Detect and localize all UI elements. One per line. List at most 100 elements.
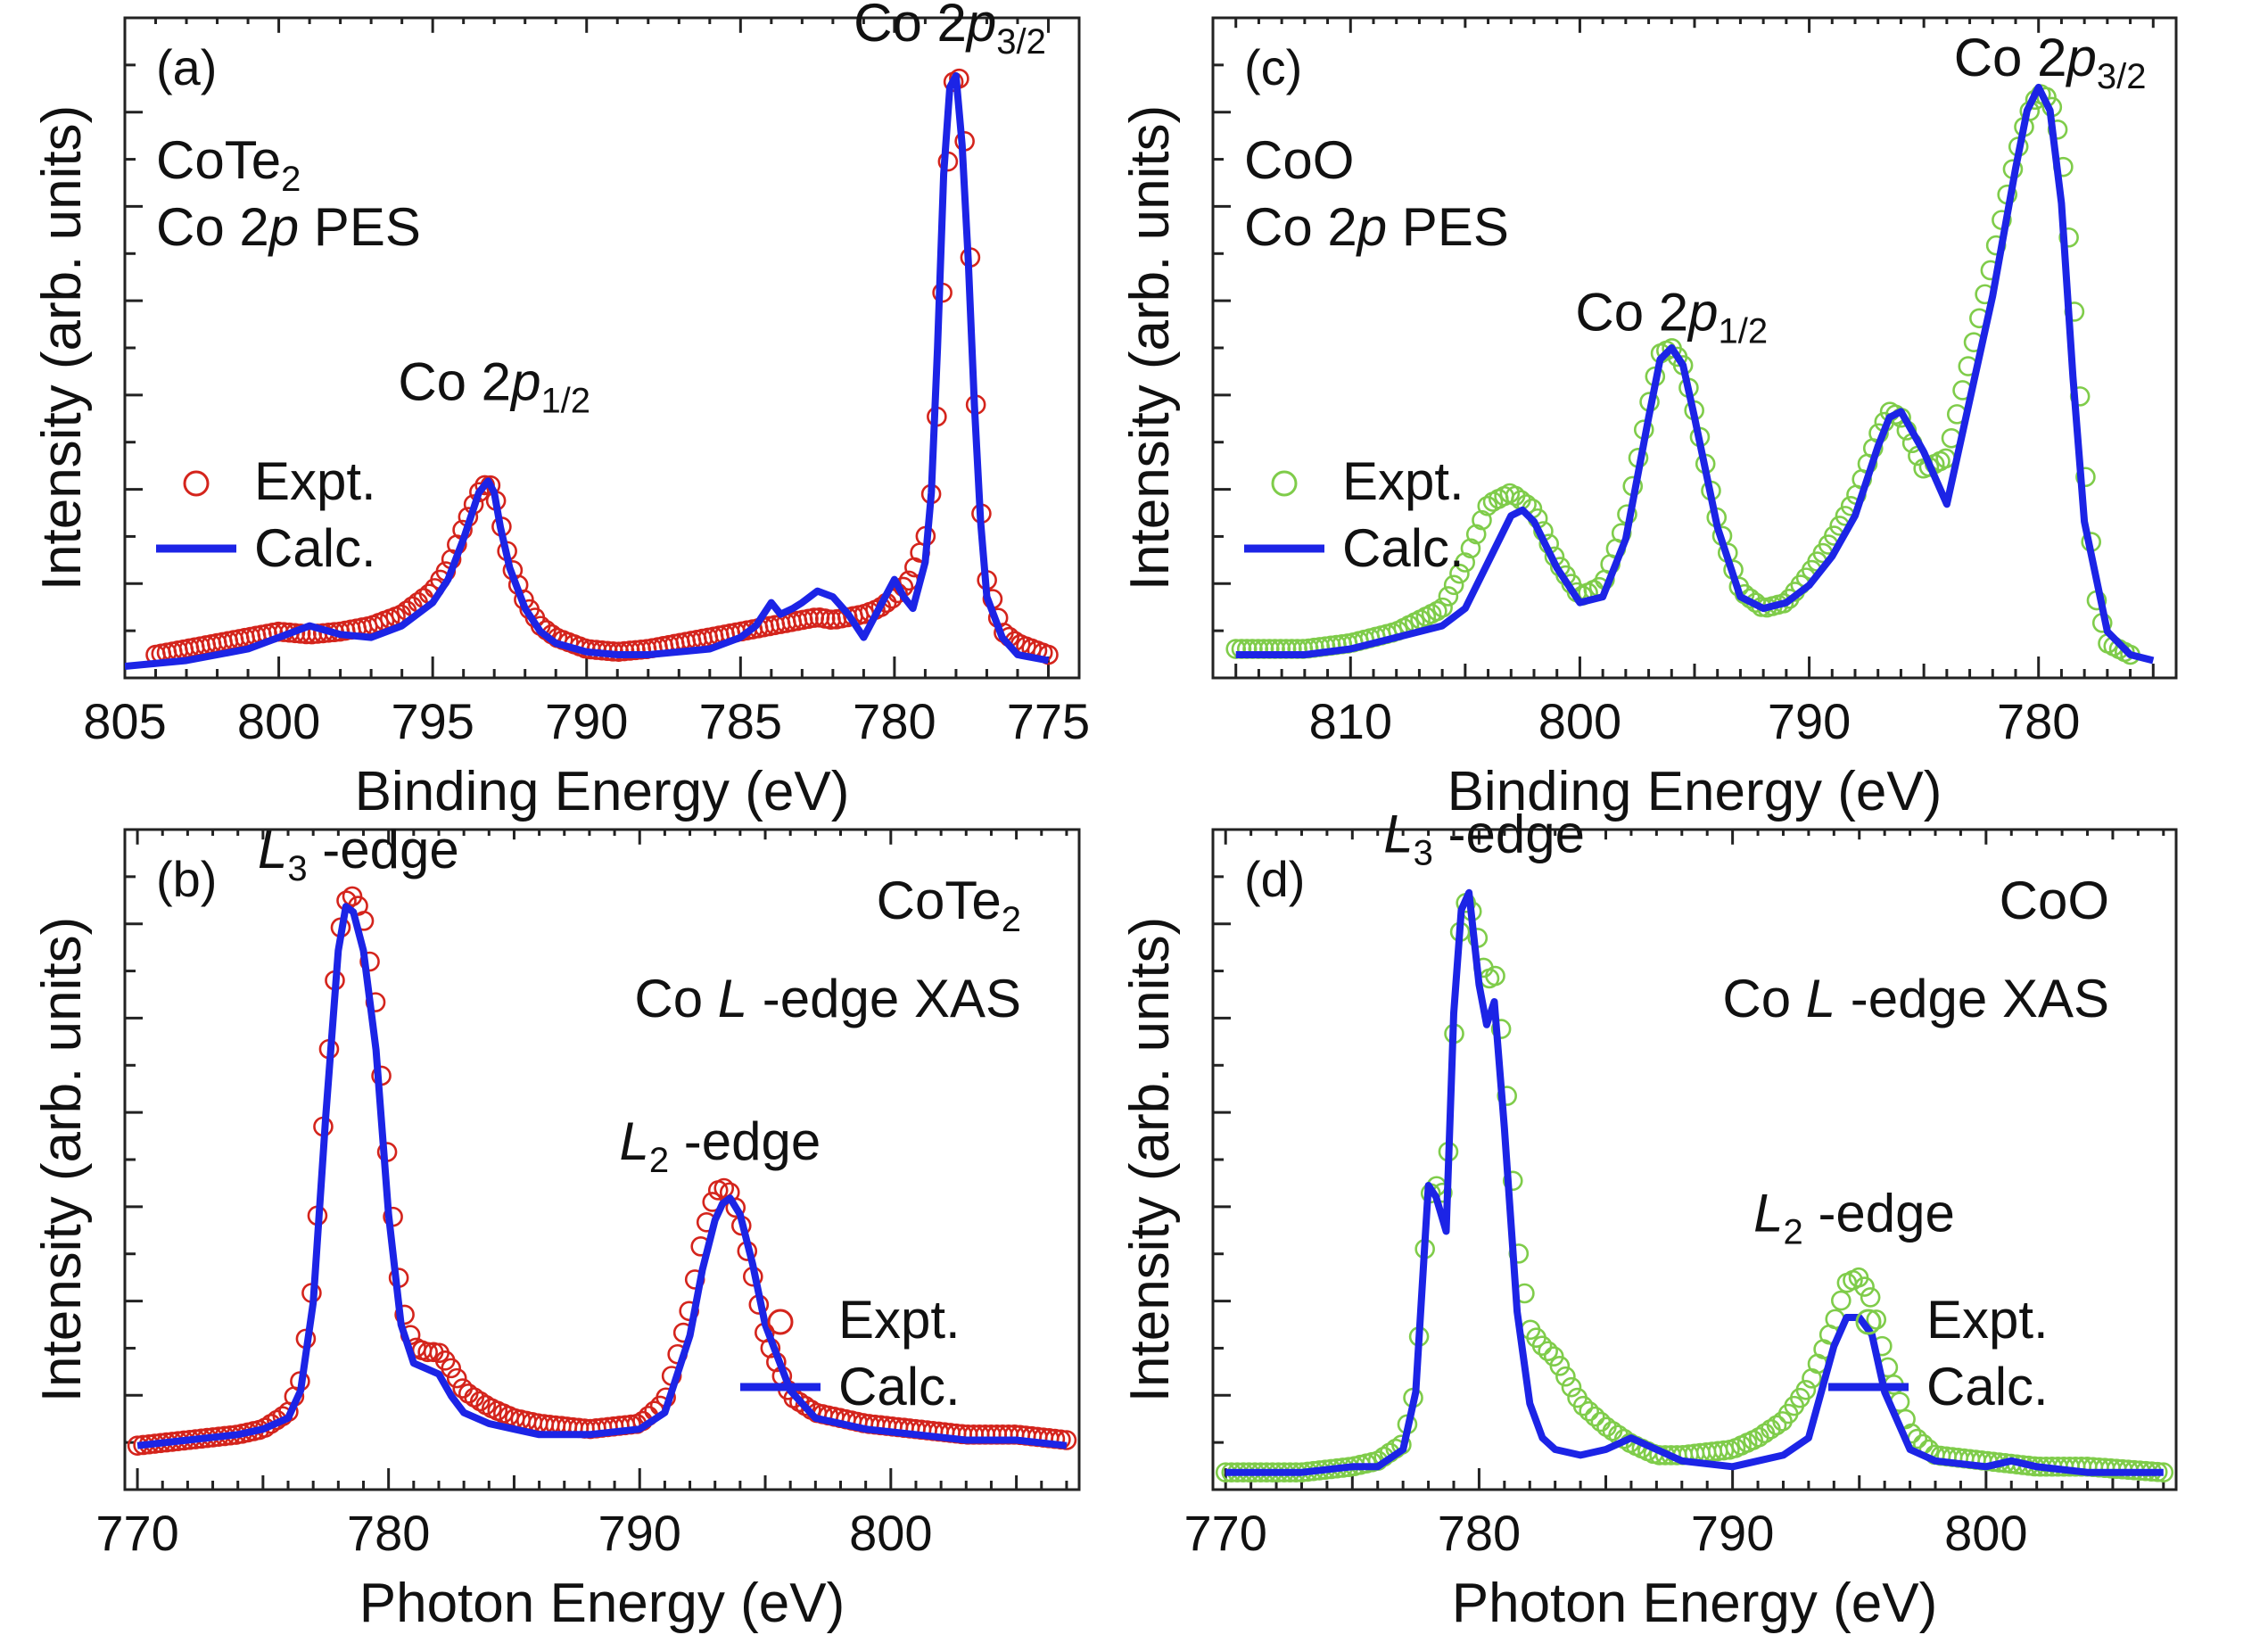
- x-tick-label: 785: [699, 693, 782, 749]
- panel-label: (d): [1244, 851, 1305, 907]
- legend-expt-marker: [183, 470, 210, 497]
- expt-marker: [1482, 491, 1504, 512]
- expt-marker: [417, 1342, 438, 1363]
- expt-marker: [1465, 524, 1487, 545]
- expt-marker: [1490, 1019, 1512, 1039]
- material-label: CoO: [1244, 130, 1354, 190]
- expt-marker: [1555, 1366, 1576, 1387]
- material-label: CoTe2: [156, 130, 301, 199]
- legend-expt-marker: [1271, 470, 1298, 497]
- calc-line: [1225, 888, 2164, 1476]
- x-tick-label: 800: [849, 1505, 932, 1561]
- peak-annotation-l3: L3 -edge: [258, 820, 459, 888]
- y-axis-label: Intensity (arb. units): [31, 917, 93, 1402]
- expt-marker: [446, 1367, 467, 1389]
- x-tick-label: 780: [1438, 1505, 1521, 1561]
- legend: Expt. Calc.: [1828, 1290, 2049, 1416]
- x-tick-label: 810: [1309, 693, 1392, 749]
- expt-marker: [1472, 509, 1492, 531]
- series-group: [1225, 83, 2155, 665]
- x-tick-label: 800: [1538, 693, 1621, 749]
- legend: Expt. Calc.: [1244, 451, 1464, 578]
- x-tick-label: 795: [391, 693, 474, 749]
- x-tick-label: 780: [1997, 693, 2080, 749]
- x-tick-label: 775: [1007, 693, 1090, 749]
- expt-marker: [713, 1177, 735, 1199]
- spectrum-label: Co L -edge XAS: [634, 969, 1021, 1028]
- material-label: CoO: [2000, 871, 2109, 930]
- expt-marker: [1502, 1170, 1523, 1192]
- expt-marker: [1866, 1309, 1887, 1330]
- x-tick-label: 790: [545, 693, 628, 749]
- legend-calc-label: Calc.: [1926, 1357, 2049, 1416]
- legend-calc-label: Calc.: [1342, 518, 1464, 578]
- legend: Expt. Calc.: [740, 1290, 961, 1416]
- expt-marker: [1795, 1379, 1817, 1400]
- expt-marker: [1579, 1400, 1599, 1422]
- peak-annotation-p32: Co 2p3/2: [1954, 28, 2147, 96]
- expt-marker: [1485, 965, 1505, 987]
- calc-line: [125, 71, 1050, 670]
- legend: Expt. Calc.: [156, 451, 376, 578]
- expt-marker: [1477, 495, 1498, 516]
- expt-marker: [1766, 1415, 1787, 1436]
- spectrum-label: Co L -edge XAS: [1722, 969, 2109, 1028]
- expt-marker: [1443, 574, 1464, 596]
- expt-marker: [1497, 1086, 1517, 1106]
- spectrum-label: Co 2p PES: [1244, 197, 1509, 257]
- expt-marker: [441, 1358, 462, 1379]
- calc-line: [1235, 83, 2155, 665]
- y-axis-label: Intensity (arb. units): [1119, 917, 1181, 1402]
- expt-marker: [1572, 1395, 1594, 1416]
- expt-marker: [1449, 563, 1470, 584]
- x-axis-label: Binding Energy (eV): [1447, 761, 1942, 822]
- expt-marker: [1584, 1406, 1605, 1427]
- panel-a: 805 800 795 790 785 780 775 Binding Energy (eV)…: [31, 0, 1090, 822]
- panel-label: (b): [156, 851, 217, 907]
- expt-marker: [1860, 1287, 1881, 1308]
- x-tick-label: 780: [853, 693, 936, 749]
- legend-expt-label: Expt.: [254, 451, 376, 511]
- expt-marker: [359, 951, 380, 972]
- x-tick-label: 770: [1183, 1505, 1266, 1561]
- x-tick-label: 780: [347, 1505, 430, 1561]
- peak-annotation-l3: L3 -edge: [1383, 805, 1585, 873]
- series-group: [127, 886, 1077, 1456]
- expt-marker: [795, 1395, 816, 1416]
- expt-marker: [1460, 538, 1481, 559]
- peak-annotation-p32: Co 2p3/2: [854, 0, 1046, 62]
- calc-line: [136, 903, 1068, 1449]
- peak-annotation-p12: Co 2p1/2: [1575, 283, 1768, 351]
- expt-marker: [1455, 552, 1475, 573]
- legend-expt-label: Expt.: [1342, 451, 1464, 511]
- x-axis-label: Photon Energy (eV): [359, 1573, 845, 1634]
- y-axis-label: Intensity (arb. units): [1119, 105, 1181, 590]
- expt-marker: [2047, 119, 2068, 140]
- material-label: CoTe2: [877, 871, 1021, 939]
- x-axis-label: Binding Energy (eV): [355, 761, 850, 822]
- x-tick-label: 790: [1768, 693, 1851, 749]
- spectrum-label: Co 2p PES: [156, 197, 421, 257]
- peak-annotation-l2: L2 -edge: [1753, 1183, 1955, 1251]
- expt-marker: [1538, 1341, 1558, 1362]
- expt-marker: [1549, 1356, 1571, 1376]
- legend-expt-marker: [1855, 1309, 1882, 1335]
- series-group: [125, 68, 1059, 670]
- legend-expt-label: Expt.: [1926, 1290, 2049, 1350]
- expt-marker: [1831, 1290, 1852, 1311]
- expt-marker: [1854, 1276, 1875, 1297]
- expt-marker: [943, 71, 964, 93]
- series-group: [1215, 888, 2174, 1482]
- legend-calc-label: Calc.: [254, 518, 376, 578]
- expt-marker: [469, 1391, 491, 1412]
- peak-annotation-l2: L2 -edge: [619, 1111, 821, 1180]
- expt-marker: [1056, 1430, 1077, 1450]
- expt-marker: [1561, 1376, 1582, 1398]
- panel-label: (c): [1244, 39, 1302, 95]
- x-tick-label: 800: [1944, 1505, 2027, 1561]
- plot-frame: [1211, 16, 2178, 680]
- expt-marker: [1778, 589, 1800, 609]
